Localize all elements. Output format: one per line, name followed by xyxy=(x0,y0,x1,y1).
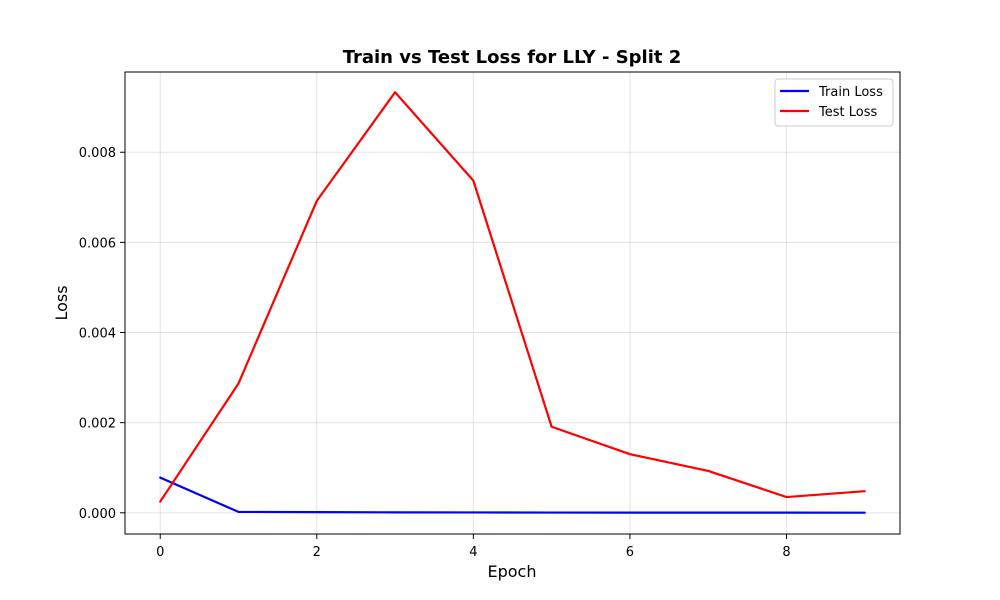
plot-frame xyxy=(124,71,901,535)
y-tick-label: 0.002 xyxy=(79,417,116,432)
legend-label-train-loss: Train Loss xyxy=(818,85,883,100)
legend: Train Loss Test Loss xyxy=(774,78,894,127)
y-axis: 0.000 0.002 0.004 0.006 0.008 xyxy=(79,146,125,522)
y-tick-label: 0.000 xyxy=(79,507,116,522)
series-line-train-loss xyxy=(159,476,866,514)
y-tick-label: 0.008 xyxy=(79,146,116,161)
x-axis-label: Epoch xyxy=(488,562,537,581)
x-tick-label: 0 xyxy=(156,545,164,560)
x-tick-label: 8 xyxy=(782,545,790,560)
legend-label-test-loss: Test Loss xyxy=(818,105,877,120)
x-tick-label: 4 xyxy=(469,545,477,560)
x-axis: 0 2 4 6 8 xyxy=(156,534,791,560)
y-tick-label: 0.004 xyxy=(79,327,116,342)
series-layer xyxy=(159,91,866,514)
series-line-test-loss xyxy=(159,91,866,503)
y-axis-label: Loss xyxy=(52,285,71,320)
x-tick-label: 2 xyxy=(313,545,321,560)
chart-title: Train vs Test Loss for LLY - Split 2 xyxy=(343,47,682,68)
y-tick-label: 0.006 xyxy=(79,236,116,251)
x-tick-label: 6 xyxy=(626,545,634,560)
